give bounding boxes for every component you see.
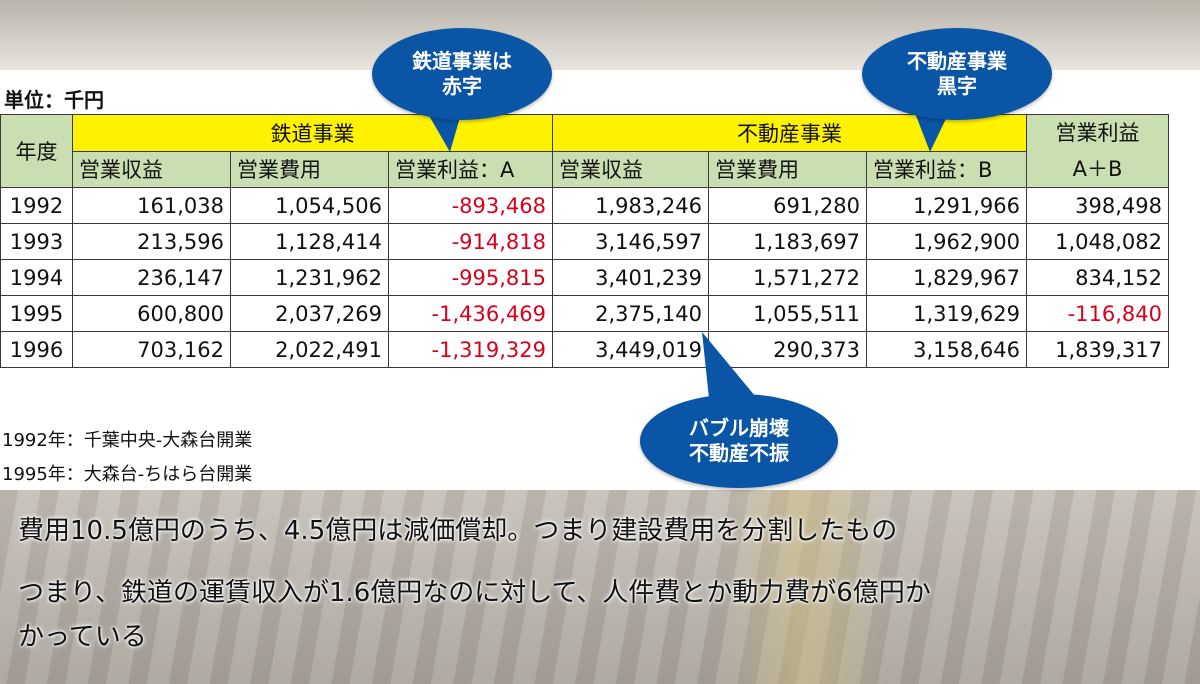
realestate-surplus-bubble: 不動産事業 黒字 xyxy=(862,28,1052,120)
railway-revenue-cell: 213,596 xyxy=(72,223,231,260)
realestate-cost-cell: 1,055,511 xyxy=(708,295,867,332)
burst-bubble-line1: バブル崩壊 xyxy=(689,416,789,440)
realestate-revenue-cell: 2,375,140 xyxy=(552,295,709,332)
railway-cost-cell: 2,037,269 xyxy=(230,295,389,332)
table-row: 1993 213,596 1,128,414 -914,818 3,146,59… xyxy=(0,223,1169,260)
railway-cost-cell: 2,022,491 xyxy=(230,331,389,368)
table-row: 1996 703,162 2,022,491 -1,319,329 3,449,… xyxy=(0,331,1169,368)
note-1992: 1992年：千葉中央-大森台開業 xyxy=(2,430,253,451)
subheader-railway-cost: 営業費用 xyxy=(230,150,389,188)
realestate-profit-cell: 1,319,629 xyxy=(866,295,1027,332)
railway-revenue-cell: 600,800 xyxy=(72,295,231,332)
realestate-profit-cell: 3,158,646 xyxy=(866,331,1027,368)
bubble-burst-tail xyxy=(702,332,765,408)
railway-revenue-cell: 161,038 xyxy=(72,187,231,224)
railway-cost-cell: 1,128,414 xyxy=(230,223,389,260)
subheader-realestate-profit: 営業利益：B xyxy=(866,150,1027,188)
realestate-cost-cell: 290,373 xyxy=(708,331,867,368)
railway-profit-cell: -914,818 xyxy=(388,223,553,260)
total-header-line2: A＋B xyxy=(1072,157,1123,181)
group-header-row: 年度 鉄道事業 不動産事業 営業利益 A＋B xyxy=(0,114,1169,188)
railway-cost-cell: 1,054,506 xyxy=(230,187,389,224)
financial-table: 年度 鉄道事業 不動産事業 営業利益 A＋B 営業収益 営業費用 営業利益：A … xyxy=(0,114,1169,368)
realestate-profit-cell: 1,291,966 xyxy=(866,187,1027,224)
total-profit-cell: -116,840 xyxy=(1026,295,1169,332)
total-profit-cell: 834,152 xyxy=(1026,259,1169,296)
railway-bubble-line2: 赤字 xyxy=(442,74,482,98)
total-header: 営業利益 A＋B xyxy=(1026,114,1169,188)
railway-profit-cell: -1,436,469 xyxy=(388,295,553,332)
realestate-revenue-cell: 1,983,246 xyxy=(552,187,709,224)
burst-bubble-line2: 不動産不振 xyxy=(689,441,789,465)
realestate-cost-cell: 691,280 xyxy=(708,187,867,224)
table-row: 1995 600,800 2,037,269 -1,436,469 2,375,… xyxy=(0,295,1169,332)
realestate-bubble-line1: 不動産事業 xyxy=(907,49,1007,73)
year-cell: 1995 xyxy=(0,295,73,332)
tactile-strip xyxy=(720,490,890,684)
railway-profit-cell: -1,319,329 xyxy=(388,331,553,368)
subtitle-line-1: 費用10.5億円のうち、4.5億円は減価償却。つまり建設費用を分割したもの xyxy=(18,516,898,546)
subheader-railway-revenue: 営業収益 xyxy=(72,150,231,188)
table-row: 1994 236,147 1,231,962 -995,815 3,401,23… xyxy=(0,259,1169,296)
realestate-cost-cell: 1,571,272 xyxy=(708,259,867,296)
subheader-railway-profit: 営業利益：A xyxy=(388,150,553,188)
realestate-revenue-cell: 3,449,019 xyxy=(552,331,709,368)
total-profit-cell: 1,048,082 xyxy=(1026,223,1169,260)
realestate-bubble-line2: 黒字 xyxy=(937,74,977,98)
unit-label: 単位：千円 xyxy=(4,88,104,112)
realestate-revenue-cell: 3,146,597 xyxy=(552,223,709,260)
total-profit-cell: 1,839,317 xyxy=(1026,331,1169,368)
subheader-realestate-cost: 営業費用 xyxy=(708,150,867,188)
year-cell: 1996 xyxy=(0,331,73,368)
subheader-realestate-revenue: 営業収益 xyxy=(552,150,709,188)
year-cell: 1993 xyxy=(0,223,73,260)
year-header: 年度 xyxy=(0,114,73,188)
railway-bubble-line1: 鉄道事業は xyxy=(412,49,512,73)
railway-group-header: 鉄道事業 xyxy=(72,114,553,152)
note-1995: 1995年：大森台-ちはら台開業 xyxy=(2,464,253,485)
railway-profit-cell: -893,468 xyxy=(388,187,553,224)
bubble-burst-bubble: バブル崩壊 不動産不振 xyxy=(640,394,838,488)
year-cell: 1994 xyxy=(0,259,73,296)
subtitle-line-3: かっている xyxy=(18,622,147,652)
subtitle-line-2: つまり、鉄道の運賃収入が1.6億円なのに対して、人件費とか動力費が6億円か xyxy=(18,578,931,608)
railway-profit-cell: -995,815 xyxy=(388,259,553,296)
table-row: 1992 161,038 1,054,506 -893,468 1,983,24… xyxy=(0,187,1169,224)
realestate-revenue-cell: 3,401,239 xyxy=(552,259,709,296)
railway-deficit-bubble: 鉄道事業は 赤字 xyxy=(372,28,552,120)
railway-revenue-cell: 703,162 xyxy=(72,331,231,368)
realestate-cost-cell: 1,183,697 xyxy=(708,223,867,260)
realestate-profit-cell: 1,962,900 xyxy=(866,223,1027,260)
total-profit-cell: 398,498 xyxy=(1026,187,1169,224)
railway-cost-cell: 1,231,962 xyxy=(230,259,389,296)
year-cell: 1992 xyxy=(0,187,73,224)
total-header-line1: 営業利益 xyxy=(1055,121,1140,145)
sub-header-row: 営業収益 営業費用 営業利益：A 営業収益 営業費用 営業利益：B xyxy=(1,150,1169,188)
realestate-profit-cell: 1,829,967 xyxy=(866,259,1027,296)
platform-floor xyxy=(0,490,1200,684)
realestate-group-header: 不動産事業 xyxy=(552,114,1027,152)
railway-revenue-cell: 236,147 xyxy=(72,259,231,296)
